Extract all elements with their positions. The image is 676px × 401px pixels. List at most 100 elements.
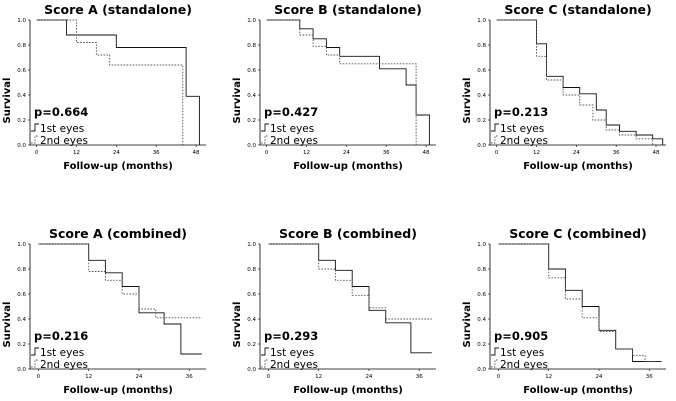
x-tick-label: 36 [186,374,193,380]
legend-swatch-2nd-eyes [491,359,499,368]
p-value-annotation: p=0.293 [264,329,318,343]
x-tick-label: 0 [37,374,41,380]
y-tick-label: 0.0 [17,143,26,149]
x-axis-label: Follow-up (months) [293,385,403,396]
y-tick-label: 0.0 [247,367,256,373]
series-line-2nd-eyes [268,243,432,320]
chart-panel: Score C (standalone) 0.0 0.2 0.4 0.6 0.8 1.0 0 1… [462,2,666,172]
x-tick-label: 0 [495,150,499,156]
chart-title: Score C (standalone) [504,2,651,17]
y-axis-label: Survival [2,302,13,348]
y-tick-label: 0.2 [247,118,256,124]
x-tick-label: 36 [613,150,620,156]
series-line-2nd-eyes [266,19,417,145]
legend-swatch-1st-eyes [491,347,499,356]
y-axis-label: Survival [232,302,243,348]
series-line-1st-eyes [38,243,202,355]
y-tick-label: 0.8 [17,43,26,49]
y-tick-label: 1.0 [17,18,26,24]
x-axis-label: Follow-up (months) [293,161,403,172]
chart-title: Score A (standalone) [44,2,192,17]
y-axis-label: Survival [462,302,473,348]
y-tick-label: 1.0 [17,242,26,248]
legend-label: 2nd eyes [500,135,548,147]
legend-label: 2nd eyes [40,135,88,147]
legend-label: 2nd eyes [500,359,548,371]
x-tick-label: 24 [573,150,580,156]
series-line-1st-eyes [498,243,662,362]
y-tick-label: 0.0 [477,367,486,373]
y-tick-label: 0.8 [247,267,256,273]
legend-swatch-2nd-eyes [491,135,499,144]
y-tick-label: 0.8 [17,267,26,273]
y-tick-label: 0.4 [477,93,486,99]
y-axis-label: Survival [462,78,473,124]
x-tick-label: 48 [653,150,660,156]
p-value-annotation: p=0.664 [34,105,88,119]
p-value-annotation: p=0.216 [34,329,88,343]
y-tick-label: 0.4 [247,93,256,99]
x-tick-label: 48 [423,150,430,156]
legend-label: 2nd eyes [40,359,88,371]
series-line-1st-eyes [36,19,200,145]
y-tick-label: 0.6 [17,292,26,298]
chart-title: Score B (standalone) [274,2,422,17]
y-tick-label: 0.0 [247,143,256,149]
chart-panel: Score A (standalone) 0.0 0.2 0.4 0.6 0.8 1.0 0 1… [2,2,206,172]
y-tick-label: 0.6 [17,68,26,74]
y-tick-label: 0.2 [17,118,26,124]
x-tick-label: 12 [85,374,92,380]
legend-swatch-2nd-eyes [261,135,269,144]
y-tick-label: 0.2 [477,118,486,124]
x-tick-label: 12 [545,374,552,380]
y-tick-label: 1.0 [477,18,486,24]
legend-swatch-1st-eyes [31,347,39,356]
chart-panel: Score B (combined) 0.0 0.2 0.4 0.6 0.8 1.0 0 12 2… [232,226,436,396]
y-tick-label: 0.4 [247,317,256,323]
legend-swatch-1st-eyes [261,123,269,132]
x-tick-label: 24 [343,150,350,156]
x-tick-label: 24 [365,374,372,380]
y-tick-label: 0.2 [247,342,256,348]
p-value-annotation: p=0.213 [494,105,548,119]
y-tick-label: 0.6 [477,292,486,298]
legend-label: 1st eyes [40,123,84,135]
y-tick-label: 0.8 [477,43,486,49]
y-tick-label: 0.6 [247,68,256,74]
x-tick-label: 36 [153,150,160,156]
x-axis-label: Follow-up (months) [63,385,173,396]
legend-swatch-1st-eyes [491,123,499,132]
x-tick-label: 0 [265,150,269,156]
x-tick-label: 24 [113,150,120,156]
legend-swatch-2nd-eyes [31,359,39,368]
x-axis-label: Follow-up (months) [63,161,173,172]
legend-label: 2nd eyes [270,359,318,371]
series-line-1st-eyes [496,19,664,145]
x-tick-label: 24 [135,374,142,380]
series-line-2nd-eyes [498,243,662,362]
x-tick-label: 0 [497,374,501,380]
p-value-annotation: p=0.905 [494,329,548,343]
x-tick-label: 0 [267,374,271,380]
x-tick-label: 12 [533,150,540,156]
y-axis-label: Survival [2,78,13,124]
x-axis-label: Follow-up (months) [523,161,633,172]
legend-label: 1st eyes [40,347,84,359]
x-axis-label: Follow-up (months) [523,385,633,396]
legend-label: 1st eyes [500,347,544,359]
series-line-2nd-eyes [496,19,654,145]
x-tick-label: 36 [383,150,390,156]
legend-label: 2nd eyes [270,135,318,147]
y-tick-label: 0.4 [17,93,26,99]
y-tick-label: 0.2 [477,342,486,348]
chart-panel: Score A (combined) 0.0 0.2 0.4 0.6 0.8 1.0 0 12 2… [2,226,206,396]
chart-panel: Score B (standalone) 0.0 0.2 0.4 0.6 0.8 1.0 0 1… [232,2,436,172]
y-tick-label: 1.0 [477,242,486,248]
y-tick-label: 0.6 [477,68,486,74]
y-tick-label: 1.0 [247,242,256,248]
y-tick-label: 0.4 [477,317,486,323]
y-tick-label: 1.0 [247,18,256,24]
x-tick-label: 12 [73,150,80,156]
y-tick-label: 0.2 [17,342,26,348]
